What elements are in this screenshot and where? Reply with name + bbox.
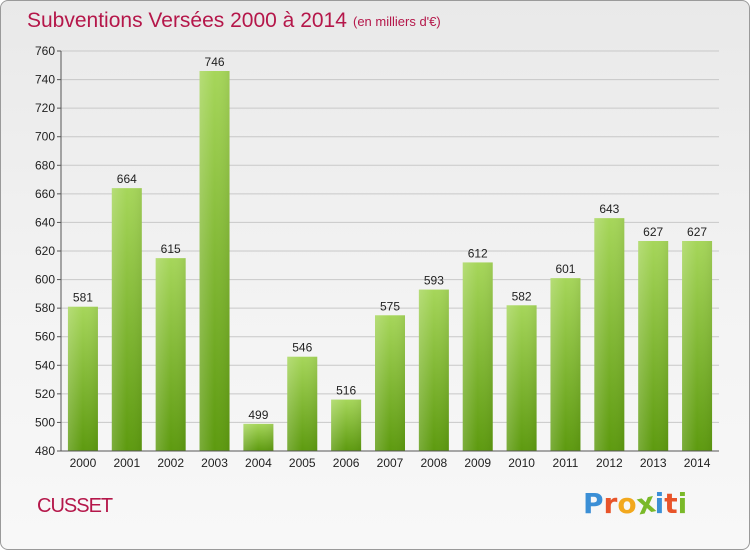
y-tick-label: 600 xyxy=(35,273,55,287)
logo-letter: i xyxy=(654,487,665,520)
chart-subtitle: (en milliers d'€) xyxy=(353,14,441,29)
data-label: 499 xyxy=(248,408,268,422)
data-label: 615 xyxy=(161,242,181,256)
y-tick-label: 660 xyxy=(35,187,55,201)
data-label: 627 xyxy=(687,225,707,239)
x-tick-label: 2006 xyxy=(333,456,360,470)
bar-shine xyxy=(287,356,318,451)
city-label: CUSSET xyxy=(37,495,113,517)
data-label: 601 xyxy=(555,262,575,276)
y-tick-label: 700 xyxy=(35,130,55,144)
bar-shine xyxy=(638,241,669,451)
y-tick-label: 480 xyxy=(35,444,55,458)
data-label: 593 xyxy=(424,274,444,288)
data-label: 575 xyxy=(380,299,400,313)
bar-shine xyxy=(199,71,230,451)
x-tick-label: 2013 xyxy=(640,456,667,470)
bar-shine xyxy=(67,306,98,451)
bar-shine xyxy=(506,305,537,451)
bar-shine xyxy=(331,399,362,451)
data-label: 746 xyxy=(205,55,225,69)
logo-letter: i xyxy=(677,487,688,520)
x-tick-label: 2004 xyxy=(245,456,272,470)
bar-shine xyxy=(682,241,713,451)
y-tick-label: 760 xyxy=(35,44,55,58)
bar-shine xyxy=(550,278,581,451)
x-tick-label: 2001 xyxy=(113,456,140,470)
y-tick-label: 500 xyxy=(35,415,55,429)
data-label: 516 xyxy=(336,384,356,398)
x-tick-label: 2009 xyxy=(464,456,491,470)
data-label: 627 xyxy=(643,225,663,239)
logo-letter: o xyxy=(617,487,637,520)
data-label: 664 xyxy=(117,172,137,186)
logo-letter: r xyxy=(603,487,618,520)
y-tick-label: 640 xyxy=(35,215,55,229)
y-tick-label: 740 xyxy=(35,73,55,87)
x-tick-label: 2003 xyxy=(201,456,228,470)
y-tick-label: 580 xyxy=(35,301,55,315)
bar-shine xyxy=(594,218,625,451)
x-tick-label: 2002 xyxy=(157,456,184,470)
x-tick-label: 2010 xyxy=(508,456,535,470)
axes: 480 500 520 540 560 580 600 620 640 660 680 700 720 7… xyxy=(35,44,719,470)
data-label: 581 xyxy=(73,291,93,305)
x-tick-label: 2012 xyxy=(596,456,623,470)
x-tick-label: 2014 xyxy=(684,456,711,470)
x-tick-label: 2000 xyxy=(70,456,97,470)
data-label: 546 xyxy=(292,341,312,355)
x-tick-label: 2005 xyxy=(289,456,316,470)
data-label: 612 xyxy=(468,246,488,260)
y-tick-label: 560 xyxy=(35,330,55,344)
data-label: 643 xyxy=(599,202,619,216)
bar-shine xyxy=(111,188,142,451)
bar-shine xyxy=(418,289,449,451)
y-tick-label: 620 xyxy=(35,244,55,258)
data-label: 582 xyxy=(512,289,532,303)
logo-letter: P xyxy=(583,487,604,520)
proxiti-logo[interactable]: Proxiti xyxy=(583,485,688,521)
logo-letter: t xyxy=(664,487,678,520)
y-tick-label: 720 xyxy=(35,101,55,115)
y-tick-label: 540 xyxy=(35,358,55,372)
bar-shine xyxy=(155,258,186,451)
x-tick-label: 2007 xyxy=(377,456,404,470)
chart-title: Subventions Versées 2000 à 2014 xyxy=(27,9,347,32)
x-tick-label: 2011 xyxy=(553,456,579,470)
bar-shine xyxy=(243,423,274,451)
y-tick-label: 680 xyxy=(35,158,55,172)
bar-shine xyxy=(375,315,405,451)
bar-shine xyxy=(462,262,493,451)
bars: 581 664 615 746 499 546 516 575 593 612 582 601 643 6… xyxy=(67,55,713,451)
y-tick-label: 520 xyxy=(35,387,55,401)
x-tick-label: 2008 xyxy=(421,456,448,470)
